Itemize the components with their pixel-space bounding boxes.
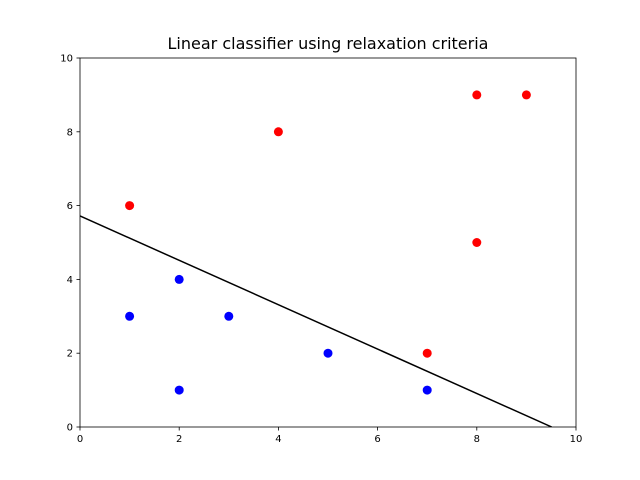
y-tick-label: 6	[67, 201, 73, 212]
data-point-series-0-1	[273, 127, 283, 137]
x-tick-label: 0	[77, 434, 83, 445]
y-tick-label: 4	[67, 275, 73, 286]
data-point-series-1-0	[125, 311, 135, 321]
y-tick-label: 8	[67, 127, 73, 138]
decision-boundary-line	[80, 215, 553, 427]
chart-title: Linear classifier using relaxation crite…	[168, 34, 489, 53]
data-point-series-1-4	[323, 348, 333, 358]
data-point-series-0-2	[472, 90, 482, 100]
y-tick-label: 10	[60, 54, 73, 65]
data-point-series-0-3	[521, 90, 531, 100]
y-tick-label: 2	[67, 349, 73, 360]
data-point-series-0-4	[472, 238, 482, 247]
x-tick-label: 8	[474, 434, 480, 445]
plot-area	[80, 90, 553, 427]
data-point-series-1-3	[224, 311, 234, 321]
data-point-series-1-1	[174, 274, 184, 284]
data-point-series-0-5	[422, 348, 432, 358]
data-point-series-1-2	[174, 385, 184, 395]
x-tick-label: 10	[570, 434, 583, 445]
axes: 0 2 4 6 8 10 0 2 4 6 8 10	[60, 54, 582, 446]
y-tick-label: 0	[67, 423, 73, 434]
data-point-series-0-0	[125, 201, 135, 211]
plot-frame	[79, 57, 577, 428]
data-point-series-1-5	[422, 385, 432, 395]
x-tick-label: 6	[374, 434, 380, 445]
x-tick-label: 2	[176, 434, 182, 445]
x-tick-label: 4	[275, 434, 281, 445]
